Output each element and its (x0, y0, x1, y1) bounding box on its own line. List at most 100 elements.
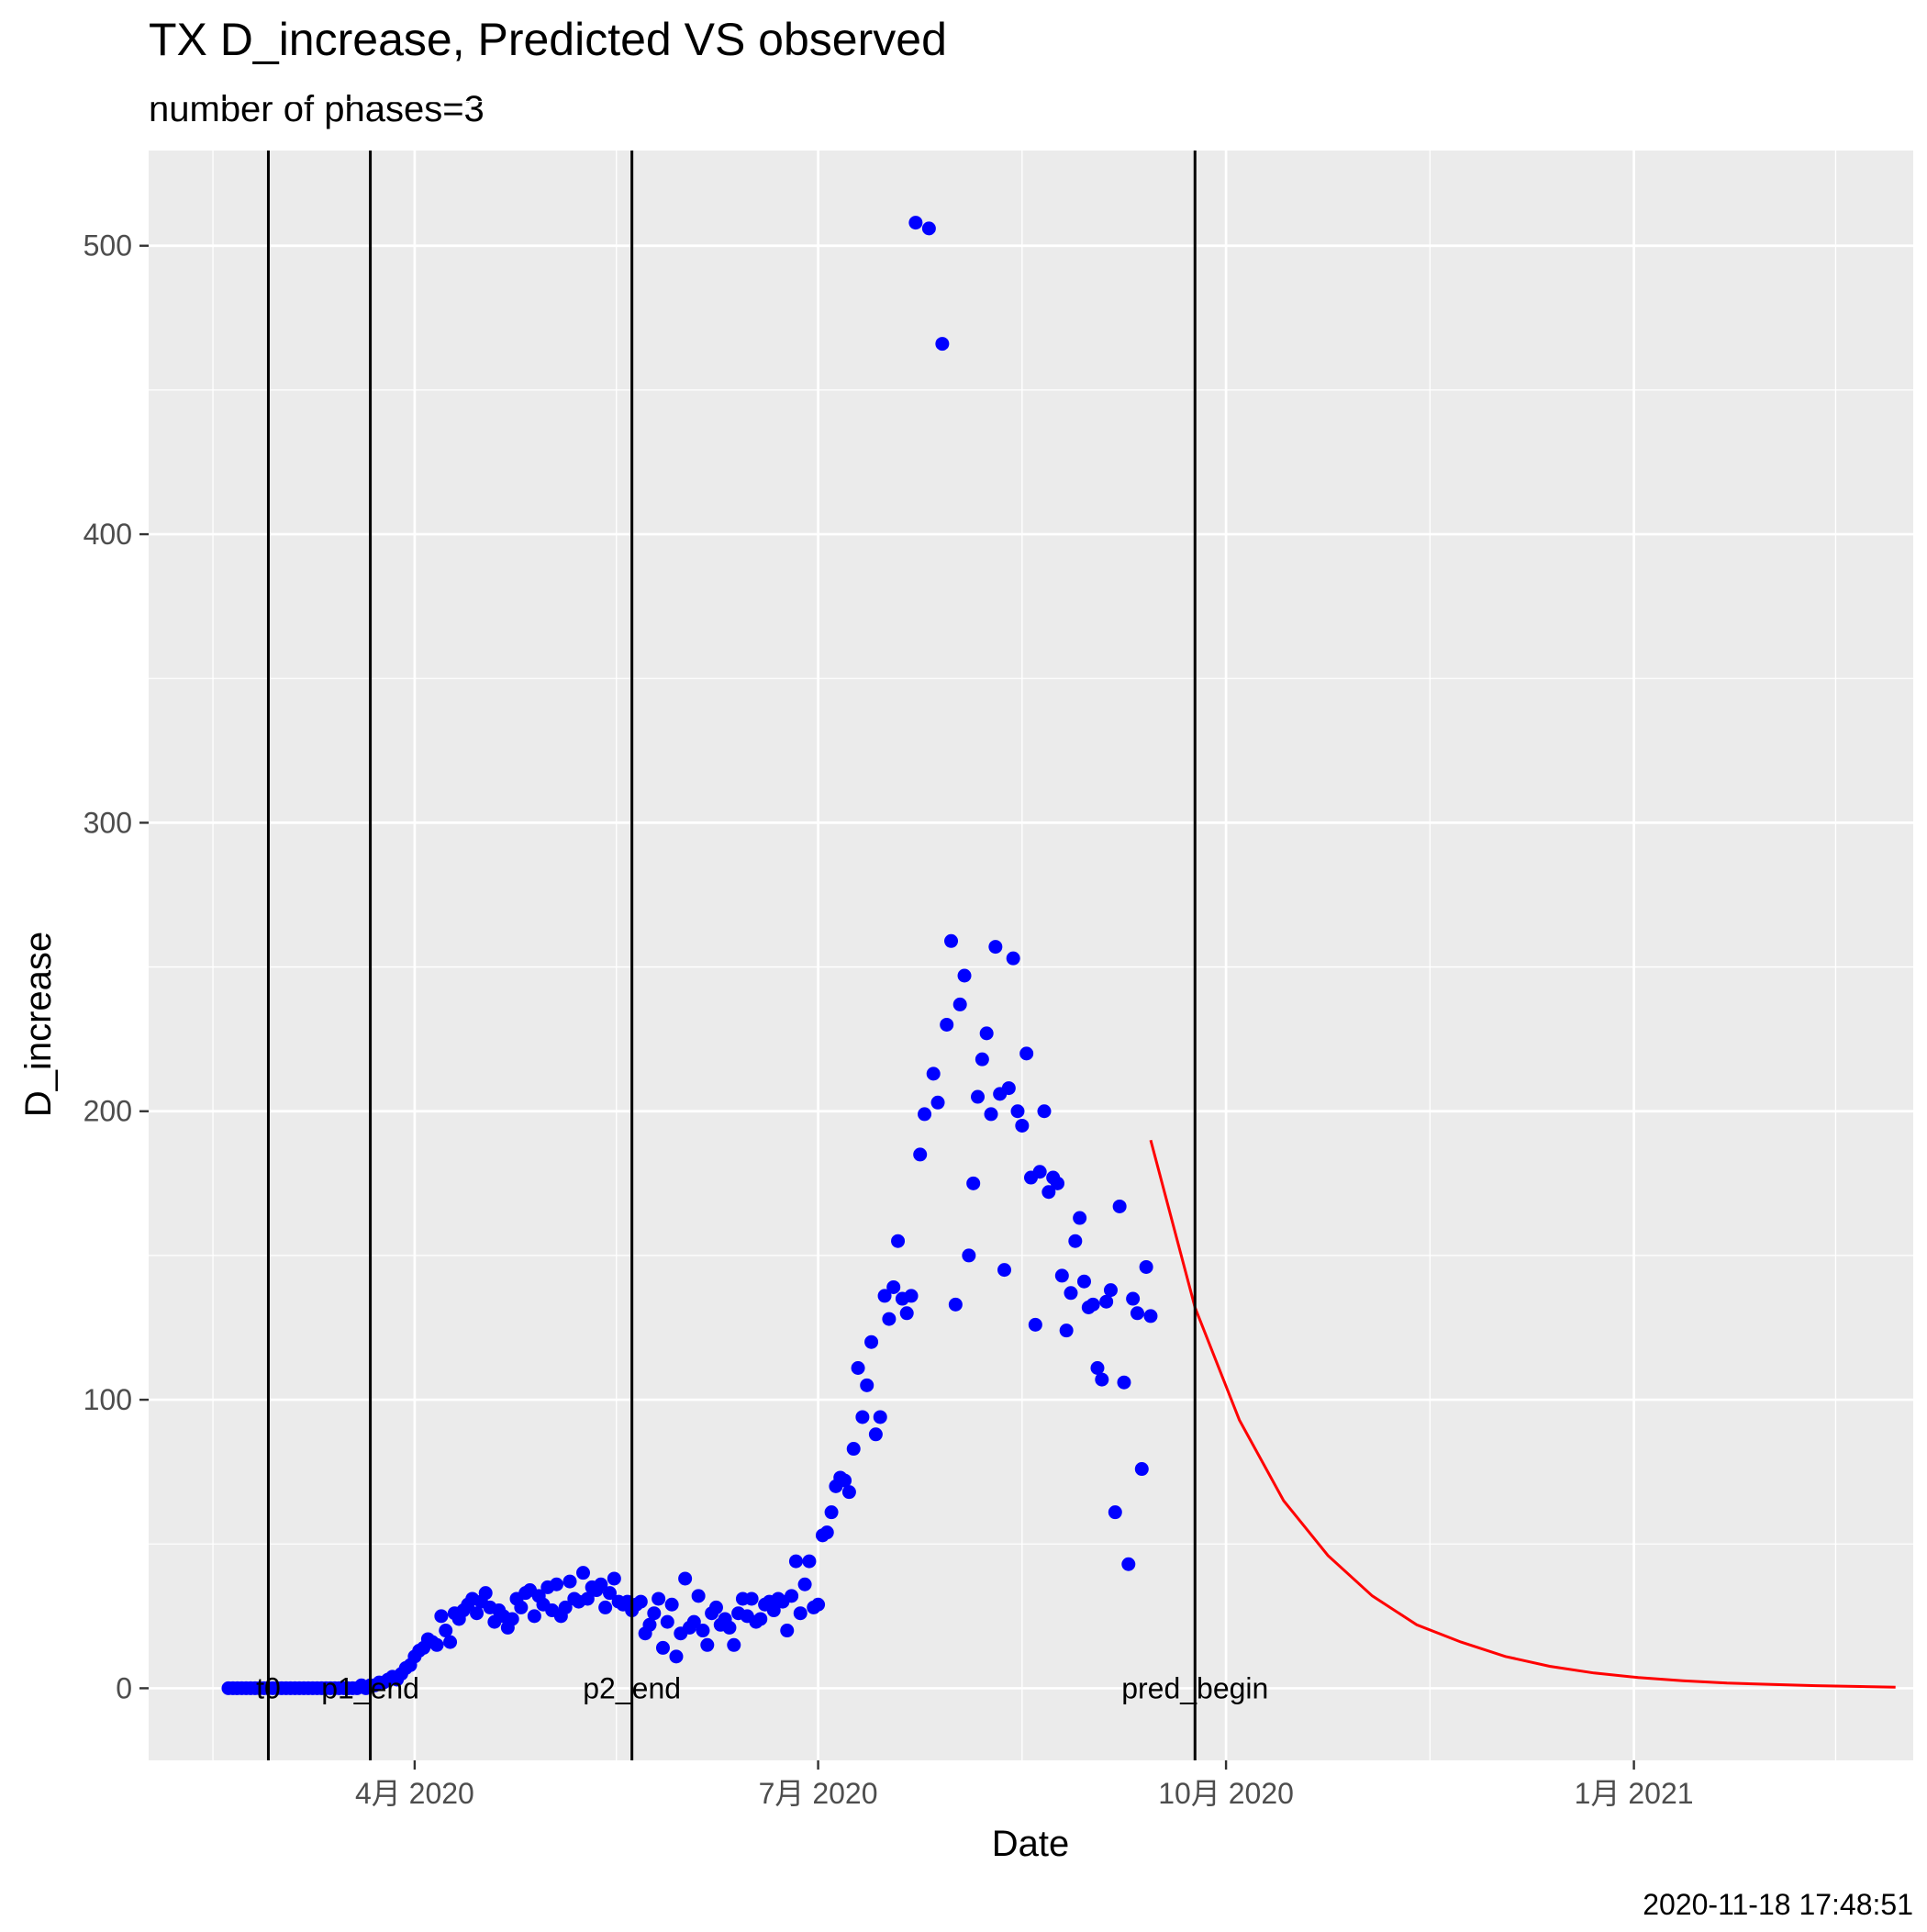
observed-point (868, 1427, 883, 1442)
observed-point (824, 1505, 839, 1520)
observed-point (766, 1603, 781, 1618)
observed-point (793, 1606, 808, 1621)
observed-point (838, 1473, 852, 1488)
observed-point (930, 1095, 945, 1110)
observed-point (434, 1609, 449, 1624)
observed-point (594, 1577, 608, 1591)
observed-point (652, 1591, 666, 1606)
observed-point (1143, 1309, 1158, 1323)
predicted-series (1149, 1139, 1896, 1689)
y-tick-label: 100 (84, 1383, 132, 1416)
observed-point (602, 1586, 617, 1601)
x-axis-ticks: 4月 2020 7月 2020 10月 2020 1月 2021 (355, 1760, 1694, 1810)
observed-point (860, 1378, 874, 1392)
observed-point (997, 1263, 1012, 1278)
observed-point (802, 1554, 817, 1569)
observed-point (1103, 1283, 1118, 1298)
observed-point (1121, 1557, 1136, 1571)
observed-point (1010, 1104, 1025, 1119)
observed-point (873, 1410, 887, 1424)
observed-point (1068, 1234, 1083, 1248)
observed-point (664, 1597, 679, 1612)
observed-point (633, 1594, 648, 1609)
y-tick-label: 300 (84, 806, 132, 839)
y-tick-label: 500 (84, 229, 132, 262)
observed-point (891, 1234, 906, 1248)
observed-point (797, 1577, 812, 1591)
chart-title: TX D_increase, Predicted VS observed (149, 14, 947, 65)
observed-point (722, 1620, 737, 1635)
observed-point (1086, 1297, 1100, 1312)
observed-point (744, 1591, 759, 1606)
x-tick-label: 10月 2020 (1158, 1777, 1294, 1810)
x-axis-title: Date (992, 1824, 1070, 1864)
observed-point (429, 1637, 444, 1652)
observed-point (921, 221, 936, 236)
observed-point (1130, 1306, 1144, 1321)
observed-point (899, 1306, 914, 1321)
observed-point (1099, 1294, 1114, 1309)
phase-lines (266, 151, 1197, 1760)
observed-point (1076, 1274, 1091, 1289)
phase-label-1: p1_end (321, 1671, 419, 1704)
observed-point (753, 1612, 768, 1626)
observed-point (1117, 1375, 1131, 1390)
observed-point (864, 1335, 879, 1349)
observed-point (1050, 1176, 1064, 1190)
observed-point (1032, 1165, 1047, 1179)
observed-point (1112, 1199, 1127, 1213)
observed-point (877, 1289, 892, 1303)
observed-point (1073, 1211, 1087, 1225)
phase-label-0: t0 (256, 1671, 281, 1704)
observed-point (443, 1635, 458, 1649)
y-tick-label: 0 (116, 1671, 132, 1704)
observed-point (904, 1289, 919, 1303)
phase-labels: t0 p1_end p2_end pred_begin (256, 1671, 1268, 1704)
observed-point (505, 1612, 519, 1626)
y-axis-ticks: 0 100 200 300 400 500 (84, 229, 149, 1704)
y-tick-label: 400 (84, 518, 132, 551)
observed-point (1001, 1081, 1016, 1096)
observed-point (788, 1554, 803, 1569)
observed-point (918, 1107, 932, 1122)
observed-point (563, 1574, 577, 1589)
observed-point (975, 1052, 989, 1067)
observed-point (527, 1609, 541, 1624)
x-tick-label: 1月 2021 (1575, 1777, 1694, 1810)
observed-point (550, 1577, 564, 1591)
observed-point (1041, 1185, 1056, 1200)
observed-point (678, 1571, 693, 1586)
observed-point (642, 1617, 657, 1632)
observed-point (913, 1147, 928, 1162)
observed-point (926, 1067, 941, 1081)
major-gridlines (149, 151, 1913, 1760)
observed-point (1090, 1361, 1105, 1376)
observed-point (598, 1600, 613, 1614)
observed-point (882, 1312, 897, 1326)
observed-point (470, 1606, 485, 1621)
observed-point (1028, 1317, 1042, 1332)
chart-subtitle: number of phases=3 (149, 89, 485, 129)
observed-point (580, 1591, 595, 1606)
observed-point (935, 337, 950, 352)
y-tick-label: 200 (84, 1095, 132, 1128)
observed-point (962, 1248, 976, 1263)
plot-panel (149, 151, 1913, 1760)
observed-point (1019, 1046, 1034, 1061)
observed-point (1126, 1291, 1141, 1306)
observed-point (952, 997, 967, 1011)
observed-point (966, 1176, 981, 1190)
x-tick-label: 7月 2020 (759, 1777, 878, 1810)
y-axis-title: D_increase (18, 932, 59, 1117)
observed-point (984, 1107, 998, 1122)
observed-point (660, 1614, 674, 1629)
observed-point (971, 1089, 986, 1104)
observed-point (607, 1571, 621, 1586)
observed-point (691, 1589, 706, 1603)
observed-point (1064, 1286, 1078, 1301)
observed-point (1006, 951, 1020, 966)
observed-point (1134, 1462, 1149, 1477)
observed-point (647, 1606, 662, 1621)
observed-point (940, 1017, 954, 1032)
